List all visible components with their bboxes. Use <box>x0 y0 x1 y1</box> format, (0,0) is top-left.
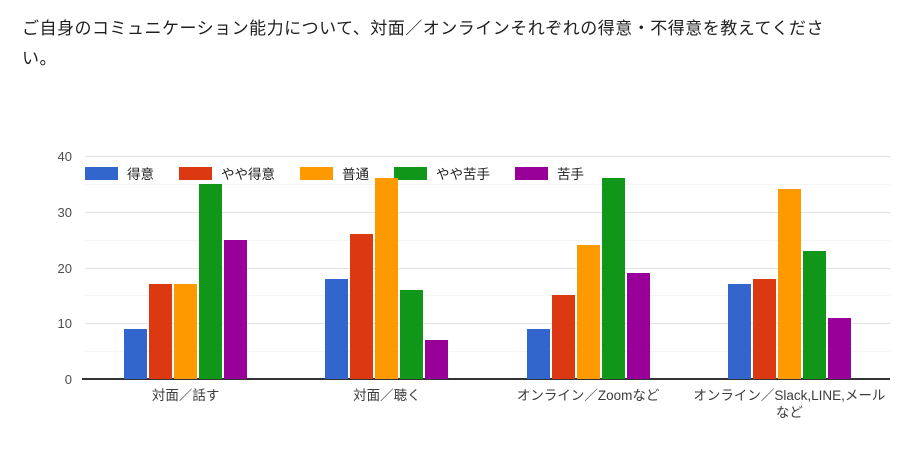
legend-label: 苦手 <box>557 167 584 182</box>
bar <box>802 250 826 379</box>
bar <box>526 328 550 379</box>
major-gridline <box>85 323 890 325</box>
y-axis-tick-label: 10 <box>57 316 72 332</box>
major-gridline <box>85 211 890 213</box>
bar <box>199 183 223 379</box>
minor-gridline <box>85 351 890 353</box>
bar <box>149 284 173 379</box>
legend-entry: 得意 <box>85 163 154 183</box>
bar <box>425 340 449 379</box>
y-axis-tick-label: 20 <box>57 260 72 276</box>
bar <box>827 317 851 379</box>
chart-legend: 得意 やや得意 普通 やや苦手 苦手 <box>85 163 584 183</box>
bar <box>752 278 776 379</box>
bar <box>375 178 399 379</box>
x-axis-category-label: 対面／話す <box>151 388 220 403</box>
bar <box>350 234 374 379</box>
legend-swatch-icon <box>300 166 333 180</box>
x-axis-baseline <box>82 378 890 380</box>
major-gridline <box>85 156 890 157</box>
legend-entry: やや苦手 <box>394 163 490 183</box>
minor-gridline <box>85 239 890 241</box>
y-axis-tick-label: 30 <box>57 204 72 220</box>
legend-swatch-icon <box>394 166 427 180</box>
legend-entry: やや得意 <box>179 163 275 183</box>
x-axis-category-label: 対面／聴く <box>353 388 421 403</box>
minor-gridline <box>85 183 890 185</box>
x-axis-category-label: オンライン／Zoomなど <box>516 388 660 403</box>
bar <box>325 278 349 379</box>
bar <box>727 284 751 379</box>
legend-label: 得意 <box>127 167 154 182</box>
legend-entry: 普通 <box>300 163 369 183</box>
legend-label: 普通 <box>342 167 369 182</box>
legend-entry: 苦手 <box>515 163 584 183</box>
legend-label: やや得意 <box>221 167 275 182</box>
minor-gridline <box>85 295 890 297</box>
question-title: ご自身のコミュニケーション能力について、対面／オンラインそれぞれの得意・不得意を… <box>22 19 824 68</box>
bar <box>224 239 248 379</box>
legend-swatch-icon <box>179 166 212 180</box>
legend-swatch-icon <box>515 166 548 180</box>
bar <box>124 328 148 379</box>
major-gridline <box>85 267 890 269</box>
bar <box>626 273 650 379</box>
bar <box>551 295 575 379</box>
y-axis-tick-label: 40 <box>57 149 72 164</box>
legend-label: やや苦手 <box>436 167 490 182</box>
x-axis-category-label: オンライン／Slack,LINE,メールなど <box>693 388 886 420</box>
bar <box>400 289 424 379</box>
bar <box>777 189 801 379</box>
bar <box>174 284 198 379</box>
y-axis-tick-label: 0 <box>64 372 72 387</box>
legend-swatch-icon <box>85 166 118 180</box>
bar <box>576 245 600 379</box>
bar <box>601 178 625 379</box>
